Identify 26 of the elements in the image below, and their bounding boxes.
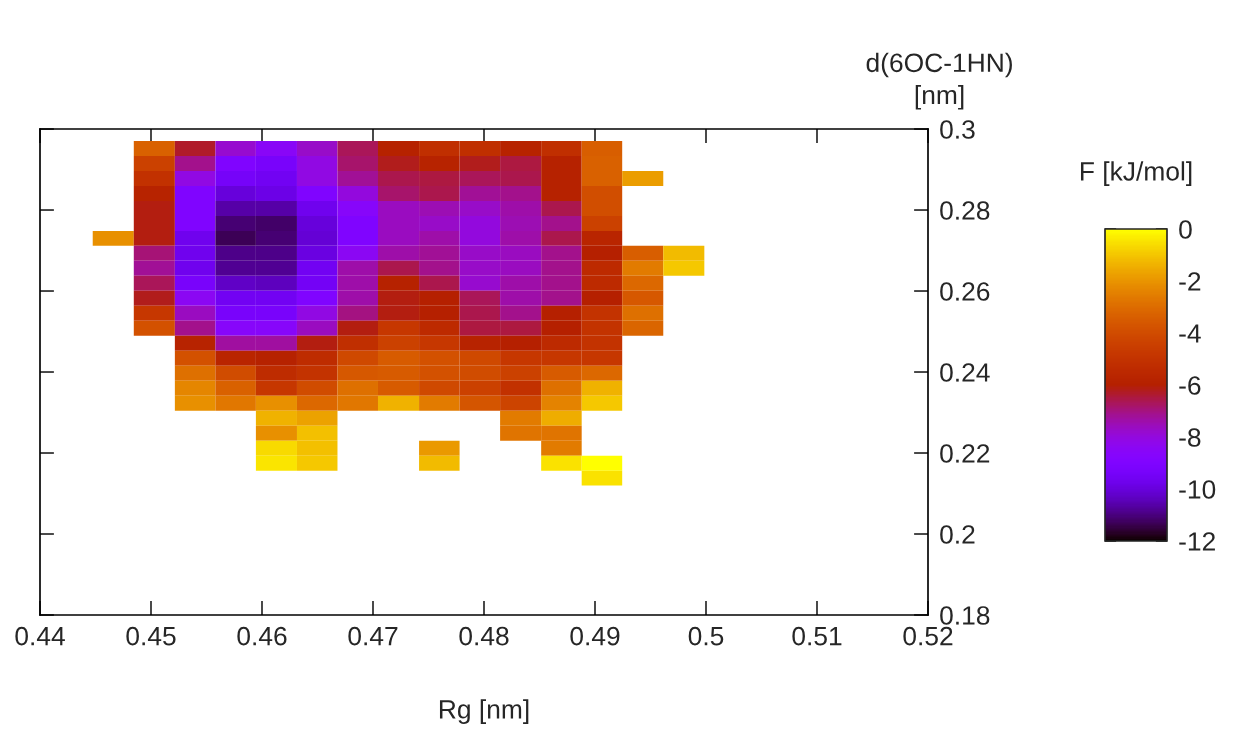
color-bar-label: -2 <box>1179 272 1201 291</box>
y-tick-label: 0.18 <box>940 606 990 625</box>
y-tick-label: 0.2 <box>940 525 975 544</box>
x-tick-label: 0.52 <box>903 626 953 646</box>
y-tick-label: 0.28 <box>940 201 990 220</box>
x-tick-label: 0.46 <box>237 626 287 646</box>
y-tick-label: 0.26 <box>940 282 990 301</box>
color-bar-label: -12 <box>1179 532 1215 551</box>
x-tick-label: 0.44 <box>15 626 65 646</box>
y-axis-title: d(6OC-1HN) [nm] <box>866 52 1012 110</box>
color-bar-label: 0 <box>1179 220 1192 239</box>
color-bar-label: -4 <box>1179 324 1201 343</box>
x-axis-title: Rg [nm] <box>439 699 529 724</box>
color-bar-label: -10 <box>1179 480 1216 499</box>
x-tick-label: 0.48 <box>459 626 509 646</box>
x-tick-label: 0.49 <box>570 626 620 646</box>
x-tick-label: 0.47 <box>348 626 398 646</box>
color-bar-label: -8 <box>1179 428 1201 447</box>
x-tick-label: 0.5 <box>688 626 724 646</box>
y-tick-label: 0.3 <box>940 120 975 139</box>
x-tick-label: 0.51 <box>792 626 842 646</box>
y-tick-label: 0.22 <box>940 444 990 463</box>
y-tick-label: 0.24 <box>940 363 990 382</box>
color-bar-label: -6 <box>1179 376 1201 395</box>
color-bar-title: F [kJ/mol] <box>1080 161 1192 186</box>
x-tick-label: 0.45 <box>126 626 176 646</box>
